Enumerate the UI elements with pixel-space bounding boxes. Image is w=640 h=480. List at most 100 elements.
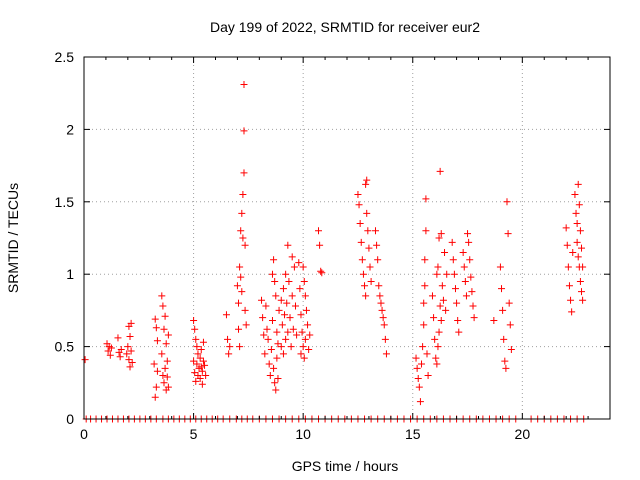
data-point	[270, 256, 278, 264]
data-point	[198, 380, 206, 388]
data-point	[268, 317, 276, 325]
data-point	[422, 227, 430, 235]
data-point	[437, 230, 445, 238]
data-point	[432, 354, 440, 362]
data-point	[153, 337, 161, 345]
data-point	[106, 351, 114, 359]
data-point	[282, 335, 290, 343]
data-point	[571, 191, 579, 199]
data-point	[433, 360, 441, 368]
data-point	[430, 314, 438, 322]
data-point	[454, 317, 462, 325]
data-point	[237, 227, 245, 235]
data-point	[164, 331, 172, 339]
data-point	[459, 248, 467, 256]
data-point	[277, 296, 285, 304]
data-point	[363, 176, 371, 184]
data-point	[436, 167, 444, 175]
data-point	[283, 299, 291, 307]
data-point	[267, 345, 275, 353]
data-point	[468, 288, 476, 296]
data-point	[259, 314, 267, 322]
data-point	[466, 256, 474, 264]
data-point	[568, 308, 576, 316]
data-point	[579, 263, 587, 271]
data-point	[289, 325, 297, 333]
data-point	[279, 285, 287, 293]
data-point	[377, 299, 385, 307]
data-point	[238, 209, 246, 217]
plot-frame	[83, 56, 611, 420]
data-point	[435, 328, 443, 336]
data-point	[506, 321, 514, 329]
data-point	[576, 227, 584, 235]
data-point	[356, 220, 364, 228]
data-point	[465, 238, 473, 246]
axis-ticks: 0 5 10 15 20 0 0.5 1 1.5 2 2.5	[55, 49, 610, 442]
data-point	[271, 379, 279, 387]
data-point	[191, 325, 199, 333]
data-point	[197, 363, 205, 371]
data-point	[304, 321, 312, 329]
x-tick-label: 0	[80, 426, 88, 442]
y-tick-label: 2.5	[55, 49, 75, 65]
data-point	[422, 195, 430, 203]
data-point	[573, 238, 581, 246]
data-point	[240, 81, 248, 89]
data-point	[161, 364, 169, 372]
data-point	[160, 325, 168, 333]
data-point	[434, 343, 442, 351]
data-point	[449, 256, 457, 264]
grid	[84, 57, 610, 419]
data-point	[285, 277, 293, 285]
data-point	[301, 335, 309, 343]
data-point	[420, 299, 428, 307]
data-point	[159, 372, 167, 380]
data-point	[470, 314, 478, 322]
data-point	[382, 350, 390, 358]
data-point	[441, 248, 449, 256]
data-point	[562, 224, 570, 232]
data-point	[236, 343, 244, 351]
data-point	[467, 273, 475, 281]
data-point	[434, 263, 442, 271]
data-point	[362, 292, 370, 300]
data-point	[190, 357, 198, 365]
data-point	[201, 361, 209, 369]
data-point	[199, 338, 207, 346]
data-point	[381, 335, 389, 343]
data-point	[287, 343, 295, 351]
data-point	[431, 335, 439, 343]
data-point	[225, 350, 233, 358]
data-point	[300, 277, 308, 285]
data-point	[190, 317, 198, 325]
data-point	[114, 334, 122, 342]
data-point	[196, 354, 204, 362]
data-point	[152, 324, 160, 332]
data-point	[575, 201, 583, 209]
data-point	[453, 299, 461, 307]
data-point	[258, 296, 266, 304]
data-point	[490, 317, 498, 325]
y-tick-label: 0	[66, 411, 74, 427]
data-point	[504, 230, 512, 238]
data-point	[418, 360, 426, 368]
data-point	[574, 253, 582, 261]
data-point	[361, 282, 369, 290]
data-point	[193, 360, 201, 368]
data-point	[153, 367, 161, 375]
data-point	[273, 354, 281, 362]
data-point	[416, 398, 424, 406]
data-point	[126, 332, 134, 340]
data-point	[158, 292, 166, 300]
data-point	[272, 386, 280, 394]
data-point	[565, 282, 573, 290]
data-point	[567, 296, 575, 304]
data-point	[124, 343, 132, 351]
data-point	[107, 344, 115, 352]
data-point	[297, 311, 305, 319]
data-point	[367, 277, 375, 285]
data-point	[419, 343, 427, 351]
data-point	[271, 277, 279, 285]
data-point	[415, 383, 423, 391]
